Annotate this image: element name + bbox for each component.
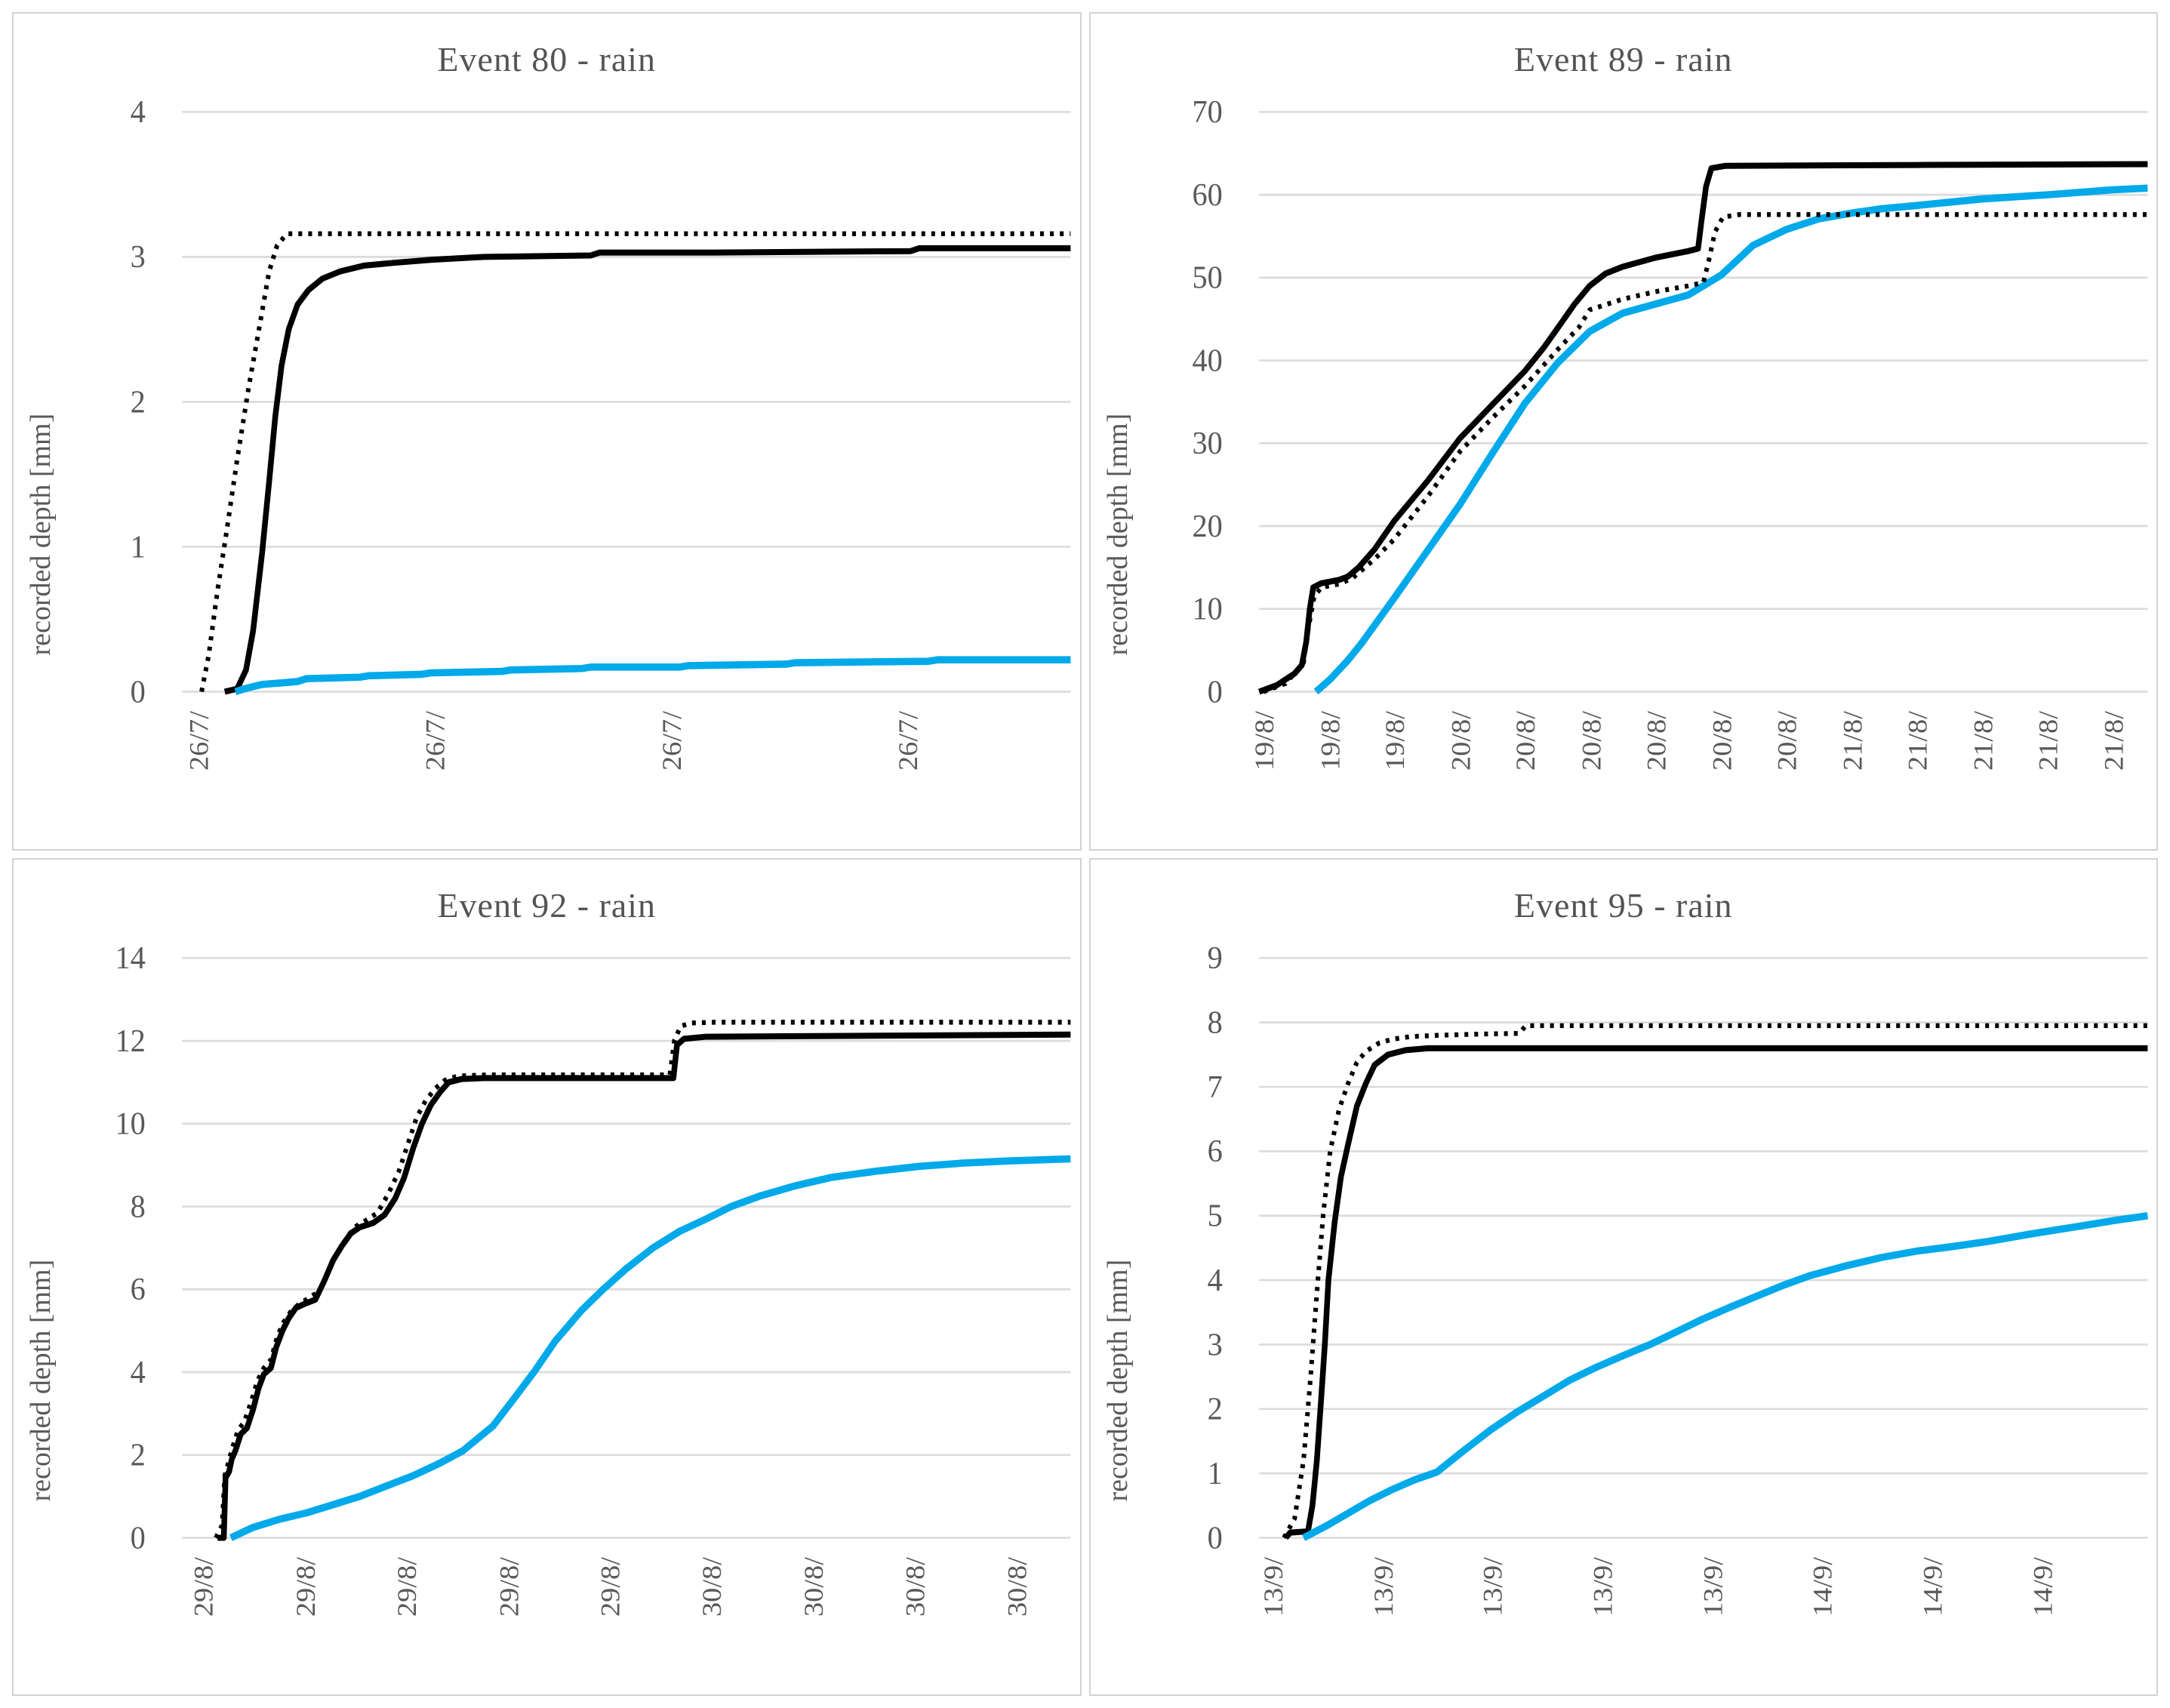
chart-title: Event 89 - rain — [1513, 40, 1733, 78]
y-tick-label: 12 — [115, 1022, 146, 1057]
y-tick-label: 0 — [131, 673, 146, 709]
x-tick-label: 20/8/ — [1577, 710, 1607, 771]
chart-title: Event 95 - rain — [1513, 885, 1733, 925]
y-tick-label: 14 — [115, 940, 146, 975]
series-solid-blue — [229, 1155, 1071, 1541]
series-solid-blue — [1313, 184, 2148, 695]
x-tick-label: 13/9/ — [1258, 1556, 1288, 1617]
x-tick-label: 14/9/ — [2028, 1556, 2058, 1617]
series-dotted-black — [1282, 1023, 2147, 1539]
chart-panel-event-95: Event 95 - rain recorded depth [mm] 0 1 2 3… — [1088, 857, 2158, 1696]
y-axis-label: recorded depth [mm] — [25, 1258, 57, 1501]
y-tick-label: 60 — [1192, 177, 1222, 212]
x-tick-label: 21/8/ — [2033, 710, 2064, 771]
x-tick-label: 14/9/ — [1918, 1556, 1948, 1617]
y-tick-label: 5 — [1207, 1197, 1222, 1233]
y-tick-label: 40 — [1192, 342, 1222, 377]
series-solid-black — [1283, 1045, 2147, 1540]
chart-canvas-event-80: 0 1 2 3 4 26/7/26/7/26/7/26/7/ — [131, 94, 1071, 771]
chart-panel-event-92: Event 92 - rain recorded depth [mm] 0 2 4 6… — [12, 857, 1082, 1696]
x-tick-label: 29/8/ — [189, 1556, 219, 1617]
plot-row: recorded depth [mm] 0 10 20 30 40 50 60 70 19/8/… — [1091, 84, 2157, 849]
y-tick-label: 70 — [1192, 94, 1222, 129]
x-tick-label: 26/7/ — [657, 710, 688, 771]
x-tick-label: 29/8/ — [291, 1556, 322, 1617]
x-tick-label: 20/8/ — [1511, 710, 1541, 771]
x-tick-label: 30/8/ — [697, 1556, 728, 1617]
x-tick-label: 26/7/ — [894, 710, 924, 771]
x-tick-label: 20/8/ — [1446, 710, 1476, 771]
y-tick-label: 9 — [1207, 940, 1222, 975]
y-axis-label: recorded depth [mm] — [25, 413, 57, 656]
y-tick-label: 4 — [1207, 1261, 1222, 1297]
series-solid-blue — [234, 656, 1071, 696]
x-tick-label: 19/8/ — [1250, 710, 1280, 771]
plot-row: recorded depth [mm] 0 1 2 3 4 5 6 7 8 9 13/9/13/9/… — [1091, 930, 2157, 1695]
y-tick-label: 8 — [131, 1188, 146, 1223]
y-tick-label: 10 — [115, 1105, 146, 1140]
chart-canvas-event-92: 0 2 4 6 8 10 12 14 29/8/29/8/29/8/29/8/29/8/30/8… — [115, 940, 1071, 1617]
y-tick-label: 2 — [131, 1436, 146, 1472]
y-tick-label: 50 — [1192, 260, 1222, 295]
x-tick-label: 21/8/ — [1838, 710, 1868, 771]
y-tick-label: 0 — [1207, 673, 1222, 709]
y-tick-label: 2 — [131, 383, 146, 419]
x-tick-label: 20/8/ — [1772, 710, 1802, 771]
series-solid-black — [217, 1031, 1071, 1540]
series-solid-black — [1257, 161, 2147, 695]
x-tick-label: 30/8/ — [1003, 1556, 1033, 1617]
y-tick-label: 0 — [131, 1519, 146, 1555]
y-axis-label: recorded depth [mm] — [1101, 1258, 1134, 1501]
x-tick-label: 29/8/ — [494, 1556, 525, 1617]
x-tick-label: 26/7/ — [184, 710, 214, 771]
series-dotted-black — [199, 231, 1071, 693]
chart-title: Event 80 - rain — [437, 40, 657, 78]
x-tick-label: 26/7/ — [421, 710, 451, 771]
y-tick-label: 20 — [1192, 508, 1222, 543]
y-axis-label: recorded depth [mm] — [1101, 413, 1134, 656]
y-tick-label: 2 — [1207, 1390, 1222, 1426]
x-tick-label: 30/8/ — [799, 1556, 830, 1617]
series-solid-black — [223, 245, 1071, 695]
x-tick-label: 20/8/ — [1707, 710, 1738, 771]
x-tick-label: 21/8/ — [2099, 710, 2129, 771]
chart-canvas-event-95: 0 1 2 3 4 5 6 7 8 9 13/9/13/9/13/9/13/9/13/9/14/9/… — [1207, 940, 2148, 1617]
y-tick-label: 7 — [1207, 1068, 1222, 1103]
chart-panel-event-80: Event 80 - rain recorded depth [mm] 0 1 2 3… — [12, 12, 1082, 851]
x-tick-label: 20/8/ — [1642, 710, 1672, 771]
y-tick-label: 10 — [1192, 591, 1222, 626]
chart-canvas-event-89: 0 10 20 30 40 50 60 70 19/8/19/8/19/8/20/8/20/8/… — [1192, 94, 2148, 771]
plot-row: recorded depth [mm] 0 2 4 6 8 10 12 14 29/8/29/8… — [14, 930, 1080, 1695]
x-tick-label: 13/9/ — [1478, 1556, 1508, 1617]
x-tick-label: 21/8/ — [1968, 710, 1999, 771]
series-solid-blue — [1301, 1211, 2148, 1541]
x-tick-label: 14/9/ — [1808, 1556, 1838, 1617]
x-tick-label: 21/8/ — [1903, 710, 1933, 771]
y-tick-label: 1 — [131, 528, 146, 564]
series-dotted-black — [214, 1019, 1071, 1539]
y-tick-label: 4 — [131, 1353, 146, 1389]
y-tick-label: 4 — [131, 94, 146, 129]
x-tick-label: 29/8/ — [392, 1556, 423, 1617]
y-tick-label: 8 — [1207, 1004, 1222, 1039]
y-tick-label: 30 — [1192, 425, 1222, 460]
x-tick-label: 29/8/ — [596, 1556, 626, 1617]
y-tick-label: 0 — [1207, 1519, 1222, 1555]
y-tick-label: 3 — [131, 239, 146, 274]
y-tick-label: 6 — [131, 1271, 146, 1306]
series-dotted-black — [1262, 212, 2147, 694]
y-tick-label: 6 — [1207, 1133, 1222, 1168]
x-tick-label: 19/8/ — [1316, 710, 1346, 771]
x-tick-label: 19/8/ — [1380, 710, 1411, 771]
chart-title: Event 92 - rain — [437, 885, 657, 925]
y-tick-label: 1 — [1207, 1454, 1222, 1490]
x-tick-label: 30/8/ — [900, 1556, 931, 1617]
plot-row: recorded depth [mm] 0 1 2 3 4 26/7/26/7/26/7/… — [14, 84, 1080, 849]
y-tick-label: 3 — [1207, 1326, 1222, 1362]
chart-panel-event-89: Event 89 - rain recorded depth [mm] 0 10 2… — [1088, 12, 2158, 851]
x-tick-label: 13/9/ — [1368, 1556, 1399, 1617]
x-tick-label: 13/9/ — [1698, 1556, 1728, 1617]
x-tick-label: 13/9/ — [1588, 1556, 1618, 1617]
